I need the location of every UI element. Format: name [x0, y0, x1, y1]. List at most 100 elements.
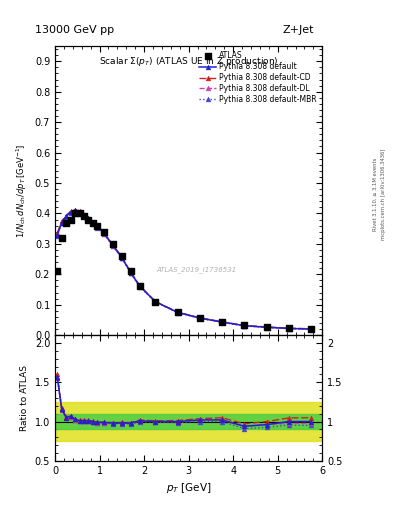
ATLAS	[90, 219, 96, 227]
Line: Pythia 8.308 default-CD: Pythia 8.308 default-CD	[55, 207, 314, 331]
Pythia 8.308 default-CD	[286, 325, 291, 331]
Pythia 8.308 default-MBR	[86, 216, 91, 222]
Pythia 8.308 default-MBR	[119, 255, 124, 261]
ATLAS	[219, 318, 225, 327]
Pythia 8.308 default-MBR	[220, 319, 224, 326]
Pythia 8.308 default	[220, 319, 224, 325]
ATLAS	[263, 323, 270, 331]
Text: Z+Jet: Z+Jet	[283, 25, 314, 35]
Pythia 8.308 default-CD	[77, 208, 82, 215]
Pythia 8.308 default-CD	[264, 324, 269, 330]
Pythia 8.308 default-DL	[309, 326, 314, 332]
Pythia 8.308 default	[153, 298, 158, 305]
Pythia 8.308 default-DL	[129, 270, 133, 276]
Line: Pythia 8.308 default-MBR: Pythia 8.308 default-MBR	[55, 208, 314, 332]
Pythia 8.308 default-MBR	[73, 208, 77, 214]
Y-axis label: $1/N_{\rm ch}\,dN_{\rm ch}/dp_T\,[\rm GeV^{-1}]$: $1/N_{\rm ch}\,dN_{\rm ch}/dp_T\,[\rm Ge…	[15, 143, 29, 238]
Pythia 8.308 default-DL	[197, 315, 202, 321]
Pythia 8.308 default-CD	[119, 254, 124, 260]
Pythia 8.308 default	[86, 215, 91, 221]
Pythia 8.308 default-MBR	[102, 231, 107, 237]
Text: Rivet 3.1.10, ≥ 3.1M events: Rivet 3.1.10, ≥ 3.1M events	[373, 158, 378, 231]
Pythia 8.308 default	[55, 231, 60, 238]
Text: ATLAS_2019_I1736531: ATLAS_2019_I1736531	[156, 267, 237, 273]
ATLAS	[152, 297, 158, 306]
Pythia 8.308 default	[110, 242, 115, 248]
Pythia 8.308 default-MBR	[55, 233, 60, 239]
Pythia 8.308 default-DL	[264, 324, 269, 330]
Pythia 8.308 default-MBR	[309, 326, 314, 332]
Pythia 8.308 default	[82, 212, 86, 218]
Pythia 8.308 default-CD	[197, 315, 202, 321]
Text: mcplots.cern.ch [arXiv:1306.3436]: mcplots.cern.ch [arXiv:1306.3436]	[381, 149, 386, 240]
ATLAS	[286, 324, 292, 332]
Pythia 8.308 default-DL	[77, 209, 82, 215]
Pythia 8.308 default-DL	[64, 214, 68, 220]
Pythia 8.308 default-MBR	[175, 310, 180, 316]
Pythia 8.308 default	[95, 224, 100, 230]
ATLAS	[241, 321, 248, 329]
Pythia 8.308 default-MBR	[137, 284, 142, 290]
Pythia 8.308 default	[286, 325, 291, 331]
ATLAS	[110, 240, 116, 248]
ATLAS	[196, 314, 203, 323]
Pythia 8.308 default-CD	[73, 207, 77, 213]
Pythia 8.308 default-CD	[175, 309, 180, 315]
Pythia 8.308 default-CD	[59, 218, 64, 224]
Pythia 8.308 default-DL	[68, 209, 73, 215]
ATLAS	[136, 282, 143, 290]
ATLAS	[128, 267, 134, 275]
Pythia 8.308 default-CD	[220, 318, 224, 325]
Pythia 8.308 default-MBR	[82, 213, 86, 219]
ATLAS	[94, 222, 101, 230]
Pythia 8.308 default	[264, 324, 269, 330]
Pythia 8.308 default	[309, 326, 314, 332]
Pythia 8.308 default	[64, 214, 68, 220]
Pythia 8.308 default-MBR	[90, 220, 95, 226]
Pythia 8.308 default-MBR	[242, 323, 247, 329]
Pythia 8.308 default-DL	[175, 309, 180, 315]
Pythia 8.308 default-CD	[309, 326, 314, 332]
Pythia 8.308 default-MBR	[129, 270, 133, 276]
Pythia 8.308 default-DL	[220, 319, 224, 325]
Text: Scalar $\Sigma(p_T)$ (ATLAS UE in Z production): Scalar $\Sigma(p_T)$ (ATLAS UE in Z prod…	[99, 55, 278, 68]
Pythia 8.308 default-MBR	[68, 210, 73, 216]
Pythia 8.308 default-DL	[86, 215, 91, 221]
Legend: ATLAS, Pythia 8.308 default, Pythia 8.308 default-CD, Pythia 8.308 default-DL, P: ATLAS, Pythia 8.308 default, Pythia 8.30…	[198, 50, 318, 105]
Pythia 8.308 default-CD	[90, 219, 95, 225]
Text: 13000 GeV pp: 13000 GeV pp	[35, 25, 114, 35]
Pythia 8.308 default	[129, 270, 133, 276]
Pythia 8.308 default	[197, 315, 202, 321]
Pythia 8.308 default-DL	[82, 212, 86, 218]
Pythia 8.308 default-DL	[73, 207, 77, 214]
Pythia 8.308 default-CD	[153, 298, 158, 305]
ATLAS	[68, 216, 74, 224]
Pythia 8.308 default-MBR	[197, 315, 202, 322]
ATLAS	[101, 227, 107, 236]
ATLAS	[85, 216, 92, 224]
ATLAS	[308, 325, 314, 333]
Pythia 8.308 default-CD	[64, 212, 68, 219]
Line: Pythia 8.308 default: Pythia 8.308 default	[55, 208, 314, 331]
Y-axis label: Ratio to ATLAS: Ratio to ATLAS	[20, 365, 29, 431]
Pythia 8.308 default-MBR	[95, 225, 100, 231]
Pythia 8.308 default-MBR	[59, 220, 64, 226]
Pythia 8.308 default	[119, 254, 124, 261]
Pythia 8.308 default-CD	[110, 242, 115, 248]
Pythia 8.308 default	[59, 220, 64, 226]
Pythia 8.308 default-CD	[137, 283, 142, 289]
Pythia 8.308 default-CD	[55, 230, 60, 236]
Pythia 8.308 default-DL	[90, 220, 95, 226]
Pythia 8.308 default-CD	[82, 211, 86, 218]
Pythia 8.308 default	[175, 309, 180, 315]
ATLAS	[72, 209, 78, 218]
ATLAS	[81, 212, 87, 221]
Pythia 8.308 default-CD	[95, 224, 100, 230]
Pythia 8.308 default-MBR	[153, 299, 158, 305]
Pythia 8.308 default-CD	[129, 269, 133, 275]
Pythia 8.308 default-MBR	[110, 243, 115, 249]
Pythia 8.308 default-CD	[242, 323, 247, 329]
Pythia 8.308 default	[77, 209, 82, 215]
ATLAS	[76, 209, 83, 218]
ATLAS	[119, 252, 125, 260]
